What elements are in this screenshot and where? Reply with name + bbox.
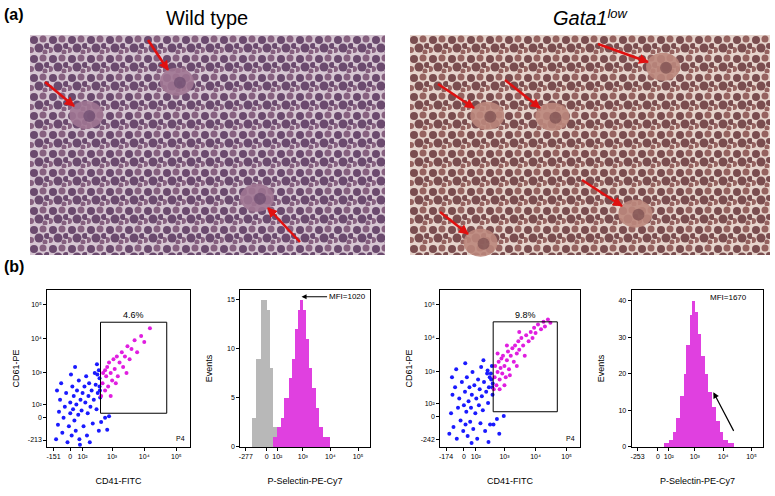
svg-text:10²: 10² — [471, 453, 482, 460]
svg-text:10⁴: 10⁴ — [718, 453, 729, 460]
svg-text:CD61-PE: CD61-PE — [404, 349, 414, 387]
svg-text:10⁵: 10⁵ — [171, 453, 182, 460]
svg-text:10⁴: 10⁴ — [31, 335, 42, 342]
svg-text:Events: Events — [596, 354, 606, 382]
svg-text:0: 0 — [431, 413, 435, 420]
svg-text:10³: 10³ — [32, 369, 43, 376]
svg-text:0: 0 — [68, 453, 72, 460]
svg-text:0: 0 — [231, 443, 235, 450]
svg-text:-277: -277 — [239, 453, 253, 460]
svg-text:10⁵: 10⁵ — [424, 301, 435, 308]
svg-text:10⁴: 10⁴ — [530, 453, 541, 460]
svg-text:P4: P4 — [176, 435, 185, 442]
svg-text:10²: 10² — [664, 453, 675, 460]
svg-text:10³: 10³ — [298, 453, 309, 460]
svg-text:CD41-FITC: CD41-FITC — [96, 476, 143, 486]
svg-text:10: 10 — [227, 345, 235, 352]
svg-text:0: 0 — [462, 453, 466, 460]
svg-text:10³: 10³ — [690, 453, 701, 460]
svg-text:10³: 10³ — [425, 368, 436, 375]
svg-text:10²: 10² — [425, 400, 436, 407]
svg-text:10²: 10² — [32, 401, 43, 408]
svg-text:30: 30 — [618, 334, 626, 341]
svg-text:-242: -242 — [421, 436, 435, 443]
svg-text:20: 20 — [618, 370, 626, 377]
svg-text:10⁵: 10⁵ — [561, 453, 572, 460]
svg-text:Events: Events — [204, 354, 214, 382]
svg-text:15: 15 — [227, 296, 235, 303]
svg-text:10²: 10² — [78, 453, 89, 460]
svg-text:P4: P4 — [566, 435, 575, 442]
svg-text:10³: 10³ — [107, 453, 118, 460]
svg-text:5: 5 — [231, 394, 235, 401]
svg-text:10²: 10² — [272, 453, 283, 460]
html-text:(b): (b) — [4, 258, 25, 275]
svg-text:0: 0 — [265, 453, 269, 460]
svg-text:-151: -151 — [47, 453, 61, 460]
svg-text:40: 40 — [618, 297, 626, 304]
svg-text:10⁵: 10⁵ — [353, 453, 364, 460]
svg-text:4.6%: 4.6% — [123, 310, 144, 320]
svg-text:MFI=1670: MFI=1670 — [710, 293, 747, 302]
svg-text:CD61-PE: CD61-PE — [11, 349, 21, 387]
svg-text:10⁴: 10⁴ — [139, 453, 150, 460]
svg-text:-174: -174 — [439, 453, 453, 460]
svg-text:9.8%: 9.8% — [515, 310, 536, 320]
svg-text:10⁴: 10⁴ — [424, 334, 435, 341]
svg-text:10⁵: 10⁵ — [31, 301, 42, 308]
html-text:(a): (a) — [4, 6, 24, 23]
svg-text:0: 0 — [38, 414, 42, 421]
svg-text:0: 0 — [622, 443, 626, 450]
svg-text:-253: -253 — [631, 453, 645, 460]
svg-text:MFI=1020: MFI=1020 — [329, 292, 366, 301]
svg-text:Gata1low: Gata1low — [553, 6, 629, 30]
svg-text:10³: 10³ — [499, 453, 510, 460]
svg-text:CD41-FITC: CD41-FITC — [487, 476, 534, 486]
svg-text:10⁴: 10⁴ — [325, 453, 336, 460]
svg-text:P-Selectin-PE-Cy7: P-Selectin-PE-Cy7 — [267, 476, 342, 486]
svg-text:10⁵: 10⁵ — [746, 453, 757, 460]
svg-text:Wild type: Wild type — [166, 7, 248, 29]
svg-text:P-Selectin-PE-Cy7: P-Selectin-PE-Cy7 — [660, 476, 735, 486]
svg-text:0: 0 — [656, 453, 660, 460]
svg-text:-213: -213 — [28, 436, 42, 443]
svg-text:10: 10 — [618, 407, 626, 414]
